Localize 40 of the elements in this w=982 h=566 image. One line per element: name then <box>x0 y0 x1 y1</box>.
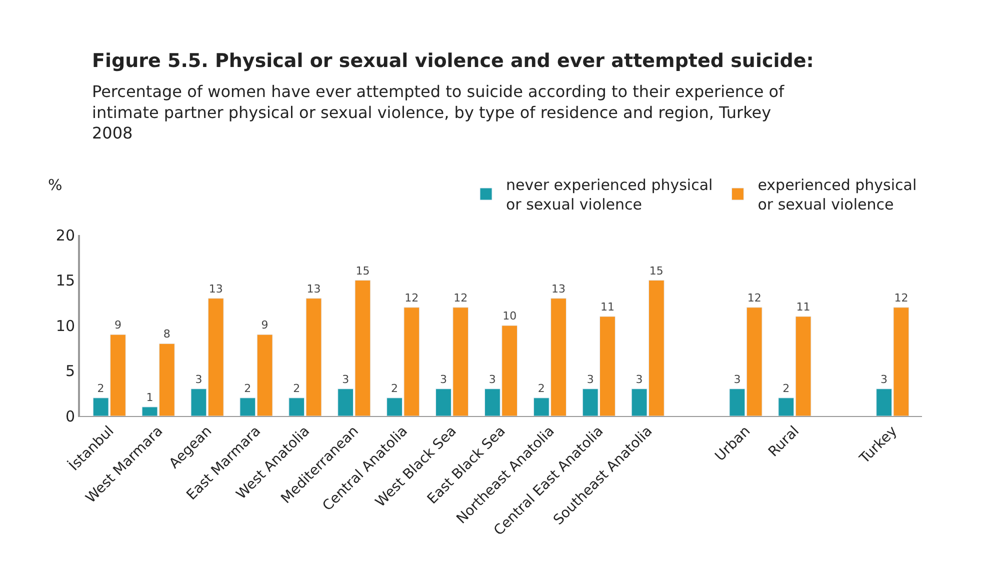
data-label: 12 <box>747 291 762 304</box>
data-label: 13 <box>306 282 321 296</box>
chart-title: Figure 5.5. Physical or sexual violence and ever attempted suicide: <box>92 50 814 72</box>
y-tick-label: 20 <box>56 226 75 244</box>
data-label: 3 <box>195 372 202 386</box>
y-tick-label: 10 <box>56 316 75 335</box>
data-label: 3 <box>488 372 496 386</box>
data-label: 1 <box>146 390 154 404</box>
data-label: 2 <box>97 382 104 395</box>
data-label: 11 <box>796 300 810 314</box>
data-label: 2 <box>782 382 790 395</box>
data-label: 12 <box>404 291 419 304</box>
data-label: 13 <box>552 282 566 296</box>
legend-label: experienced physical or sexual violence <box>758 176 917 214</box>
data-label: 2 <box>244 382 252 395</box>
data-label: 2 <box>538 382 545 395</box>
data-label: 9 <box>114 318 122 332</box>
data-label: 13 <box>208 282 223 296</box>
y-tick-label: 15 <box>56 272 75 290</box>
data-label: 3 <box>734 372 741 386</box>
y-axis-title: % <box>48 176 62 194</box>
data-label: 2 <box>293 382 300 395</box>
data-label: 10 <box>502 310 517 322</box>
data-label: 9 <box>261 318 268 332</box>
data-label: 3 <box>342 372 350 386</box>
data-label: 15 <box>649 264 664 278</box>
data-label: 3 <box>586 372 594 386</box>
data-label: 3 <box>880 372 888 386</box>
data-label: 3 <box>636 372 643 386</box>
data-label: 2 <box>391 382 398 395</box>
y-tick-label: 5 <box>65 362 75 380</box>
legend-label: never experienced physical or sexual violence <box>506 176 713 214</box>
data-label: 15 <box>356 264 370 278</box>
y-tick-label: 0 <box>65 407 75 426</box>
chart-subtitle: Percentage of women have ever attempted to suicide according to their experience of intimate partner physical or sexual violence, by type of residence and region, Turkey 2008 <box>92 82 785 143</box>
data-label: 11 <box>600 300 614 314</box>
data-label: 3 <box>440 372 447 386</box>
data-label: 12 <box>894 291 908 304</box>
data-label: 8 <box>163 328 170 341</box>
data-label: 12 <box>454 291 468 304</box>
